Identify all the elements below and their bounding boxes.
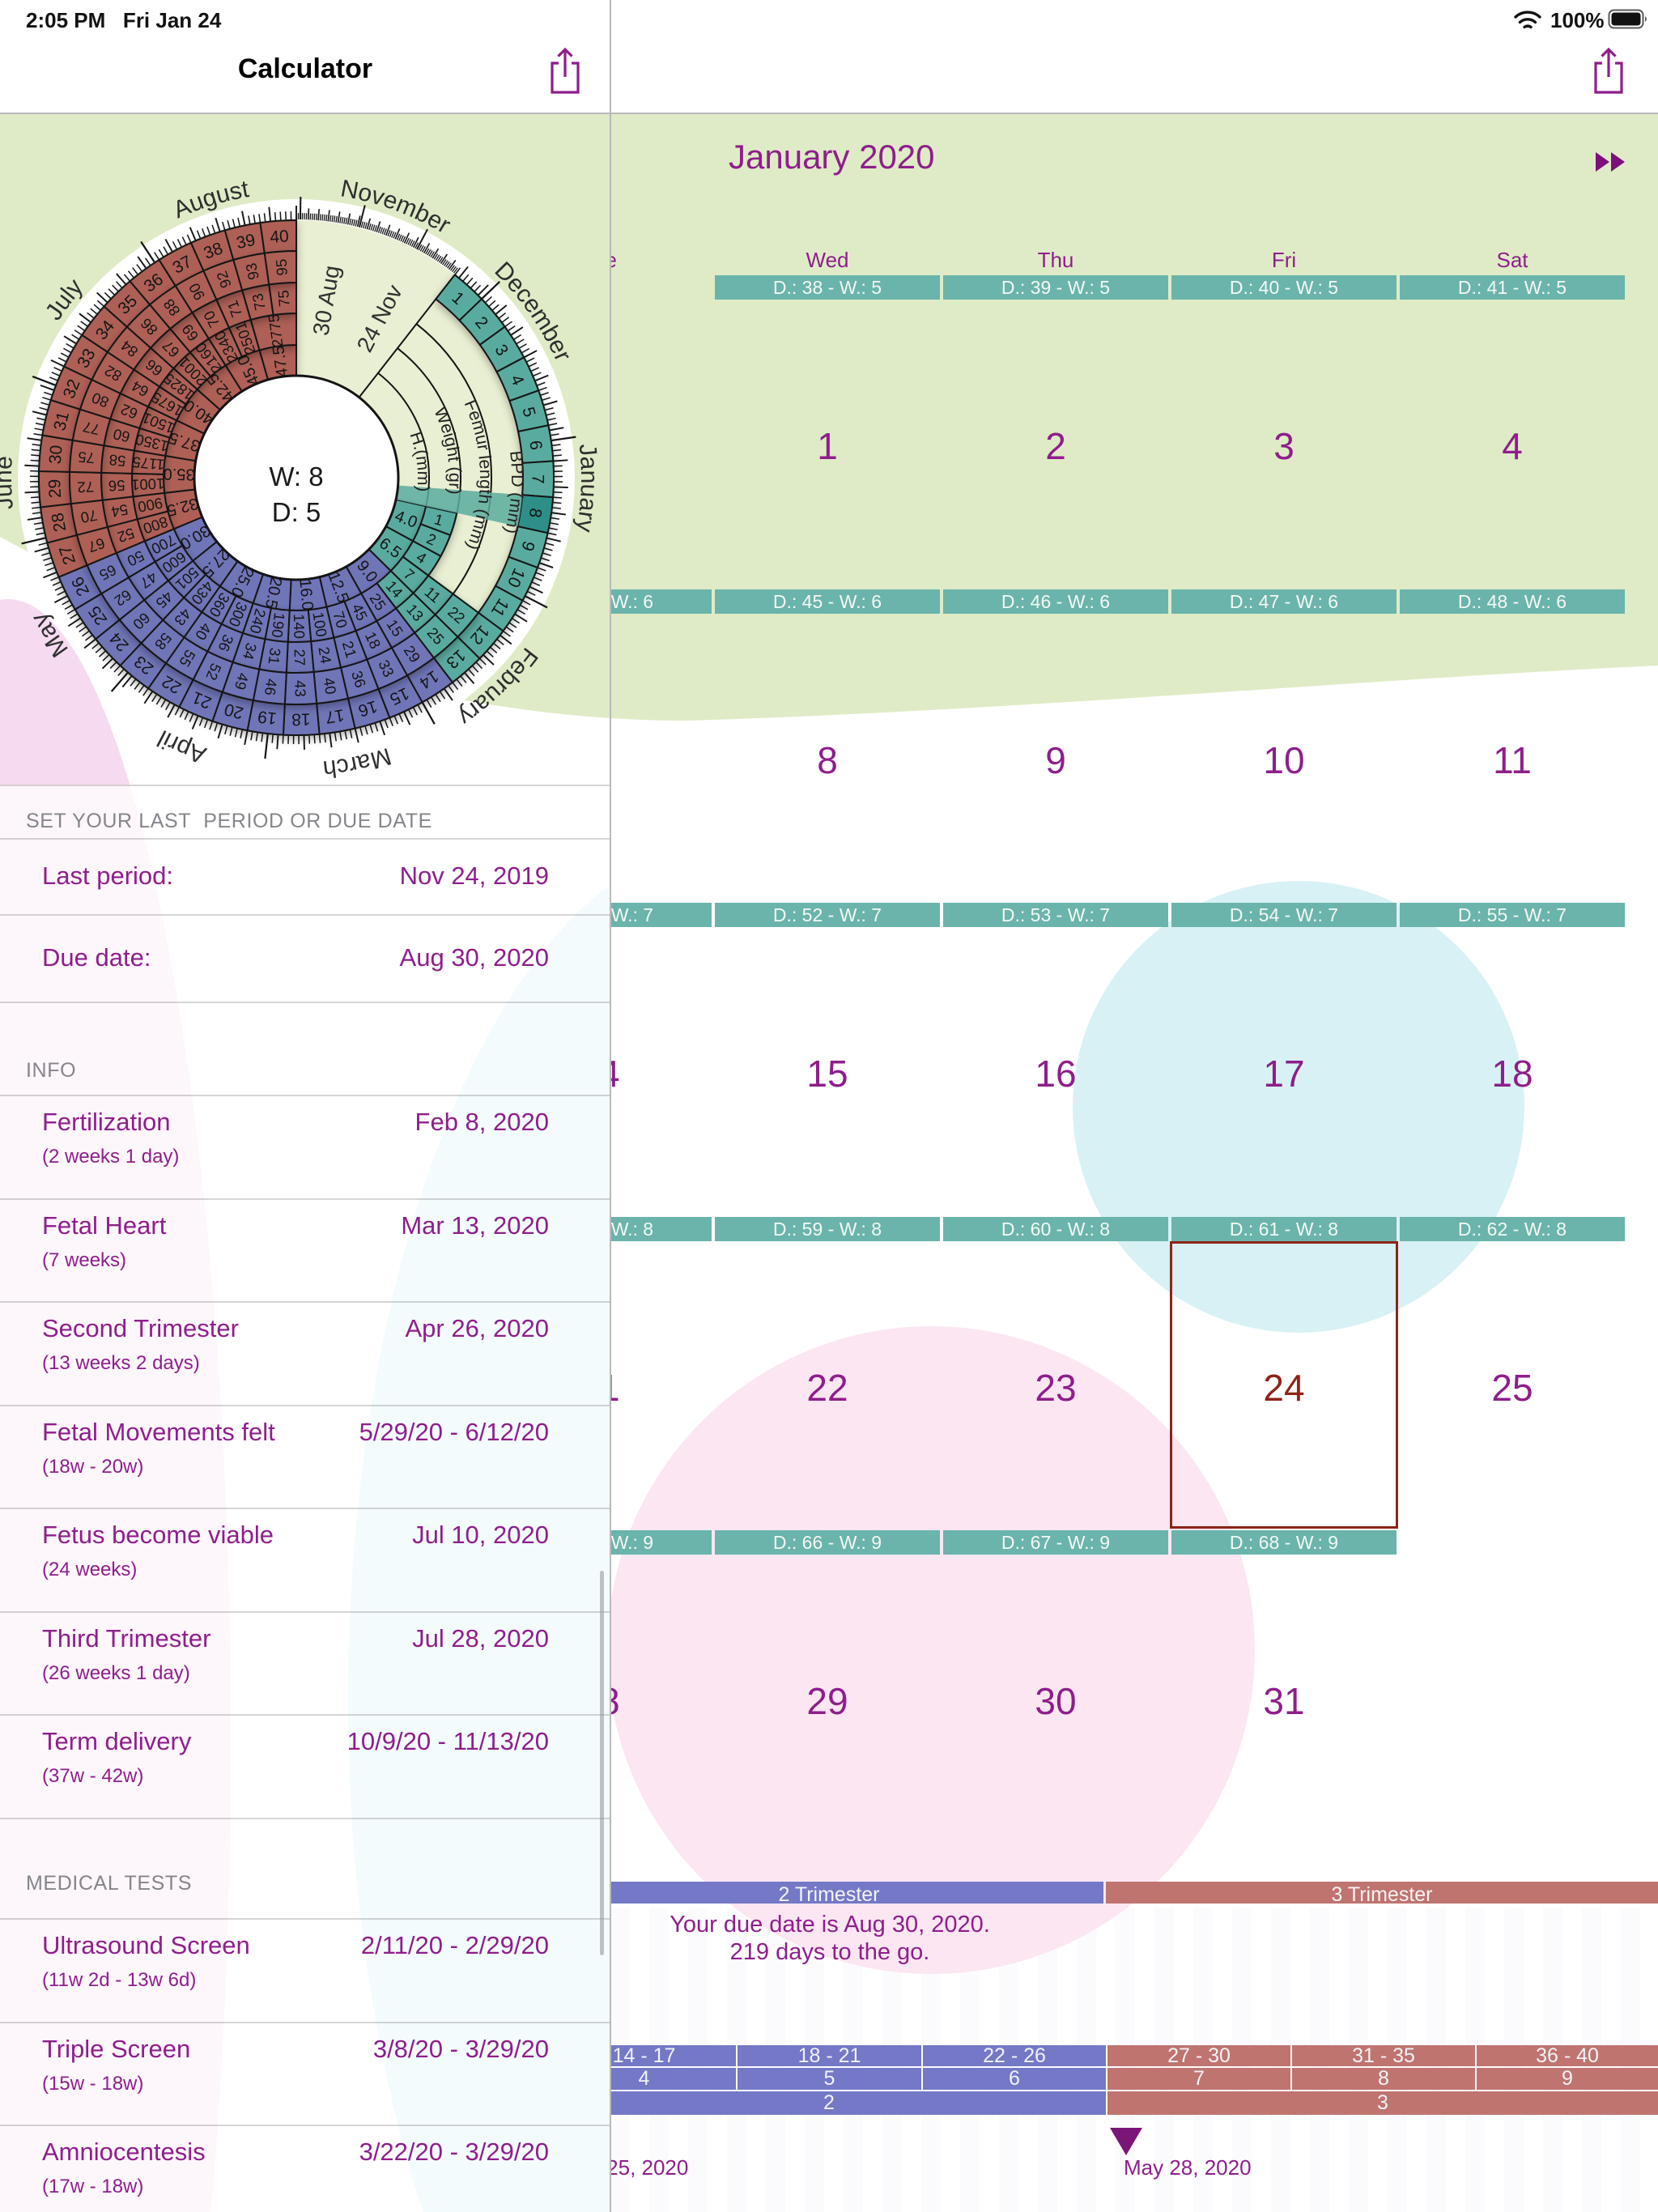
svg-text:190: 190 (269, 612, 289, 639)
svg-text:58: 58 (108, 451, 126, 470)
svg-text:75: 75 (274, 290, 292, 308)
svg-text:100: 100 (309, 610, 330, 638)
svg-text:39: 39 (235, 231, 257, 253)
svg-text:17: 17 (324, 705, 346, 726)
svg-text:73: 73 (249, 292, 269, 313)
svg-text:77: 77 (81, 418, 101, 438)
svg-text:D: 5: D: 5 (272, 497, 321, 527)
svg-text:75: 75 (77, 449, 95, 467)
svg-text:95: 95 (272, 258, 290, 276)
svg-text:6: 6 (525, 440, 545, 452)
svg-text:June: June (0, 455, 19, 511)
svg-text:30: 30 (46, 445, 66, 465)
svg-text:46: 46 (261, 678, 280, 696)
svg-text:72: 72 (77, 479, 95, 496)
svg-text:8: 8 (525, 507, 545, 519)
svg-text:24: 24 (315, 645, 334, 665)
svg-text:16.0: 16.0 (295, 578, 316, 611)
svg-text:W: 8: W: 8 (269, 462, 323, 491)
svg-text:18: 18 (291, 709, 311, 728)
svg-text:1175: 1175 (132, 453, 166, 474)
svg-text:7: 7 (529, 474, 547, 484)
svg-text:140: 140 (291, 614, 308, 639)
svg-text:47.5: 47.5 (270, 344, 291, 378)
svg-text:70: 70 (79, 507, 99, 526)
svg-text:56: 56 (108, 477, 125, 495)
svg-text:January: January (571, 442, 602, 534)
svg-text:43: 43 (291, 680, 308, 697)
svg-text:28: 28 (49, 511, 70, 533)
svg-text:54: 54 (110, 501, 130, 521)
svg-text:19: 19 (257, 707, 278, 728)
svg-text:31: 31 (266, 647, 284, 666)
svg-text:40: 40 (321, 676, 340, 696)
svg-text:60: 60 (112, 425, 132, 445)
svg-text:35.0: 35.0 (163, 465, 194, 483)
svg-text:29: 29 (45, 479, 65, 498)
svg-text:27: 27 (291, 649, 308, 666)
svg-text:93: 93 (242, 262, 262, 282)
svg-text:31: 31 (50, 410, 73, 432)
svg-text:1001: 1001 (131, 475, 165, 494)
svg-text:40: 40 (270, 227, 290, 247)
